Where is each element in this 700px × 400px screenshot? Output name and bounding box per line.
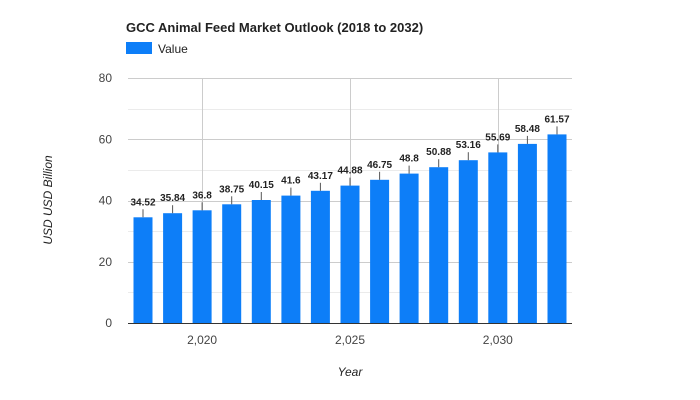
- y-tick-labels: 0 20 40 60 80: [99, 71, 113, 330]
- data-label: 36.8: [192, 190, 212, 201]
- x-tick-label: 2,030: [483, 333, 513, 347]
- data-label: 53.16: [456, 140, 481, 151]
- data-labels: 34.52 35.84 36.8 38.75 40.15 41.6 43.17 44.88 46…: [130, 114, 570, 218]
- bar: [310, 190, 330, 323]
- bar: [251, 200, 271, 323]
- data-label: 61.57: [544, 114, 569, 125]
- data-label: 48.8: [399, 154, 419, 165]
- bar: [281, 195, 301, 323]
- data-label: 46.75: [367, 160, 392, 171]
- data-label: 41.6: [281, 176, 301, 187]
- x-tick-label: 2,025: [335, 333, 365, 347]
- data-label: 44.88: [337, 166, 362, 177]
- data-label: 38.75: [219, 184, 244, 195]
- bar: [429, 167, 449, 323]
- bar: [192, 210, 212, 323]
- data-label: 43.17: [308, 171, 333, 182]
- data-label: 50.88: [426, 147, 451, 158]
- data-label: 55.69: [485, 132, 510, 143]
- data-label: 58.48: [515, 124, 540, 135]
- y-tick-label: 0: [105, 316, 112, 330]
- chart-title: GCC Animal Feed Market Outlook (2018 to …: [126, 20, 423, 35]
- bar: [458, 160, 478, 323]
- bar: [340, 185, 360, 323]
- y-tick-label: 40: [99, 194, 113, 208]
- bar: [222, 204, 242, 323]
- data-label: 40.15: [249, 180, 274, 191]
- y-tick-label: 20: [99, 255, 113, 269]
- x-axis-title: Year: [338, 365, 364, 379]
- data-label: 35.84: [160, 193, 185, 204]
- data-label: 34.52: [130, 197, 155, 208]
- legend-label: Value: [158, 42, 188, 56]
- legend-swatch: [126, 42, 152, 54]
- bar: [399, 173, 419, 323]
- bar: [163, 213, 183, 323]
- bars: [133, 134, 567, 323]
- x-tick-labels: 2,020 2,025 2,030: [187, 333, 513, 347]
- bar: [547, 134, 567, 323]
- bar: [517, 143, 537, 323]
- bar: [488, 152, 508, 323]
- y-tick-label: 60: [99, 132, 113, 146]
- bar: [370, 179, 390, 323]
- y-axis-title: USD USD Billion: [41, 155, 55, 245]
- y-tick-label: 80: [99, 71, 113, 85]
- x-tick-label: 2,020: [187, 333, 217, 347]
- bar: [133, 217, 153, 323]
